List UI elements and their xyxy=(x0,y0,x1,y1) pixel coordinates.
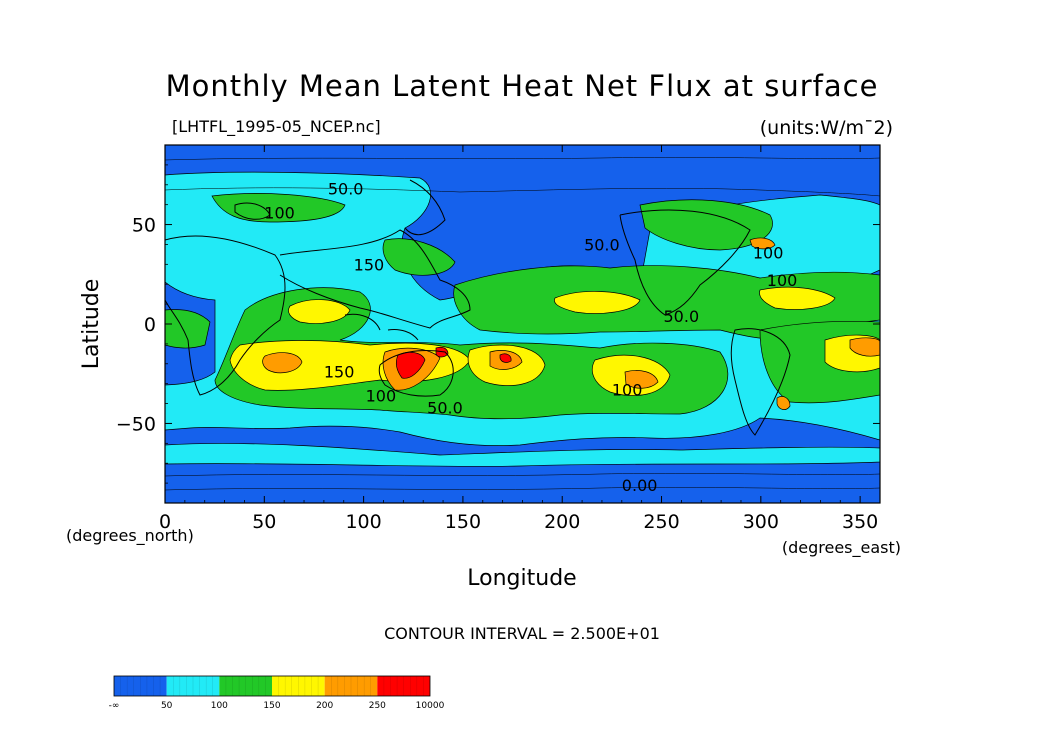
x-tick-label: 350 xyxy=(842,511,878,533)
colorbar-swatch xyxy=(219,676,272,696)
x-tick-label: 300 xyxy=(743,511,779,533)
contour-label: 50.0 xyxy=(664,307,700,326)
x-tick-label: 200 xyxy=(544,511,580,533)
colorbar-frame xyxy=(113,675,431,697)
contour-label: 150 xyxy=(324,363,355,382)
colorbar-swatch xyxy=(324,676,378,696)
contour-label: 0.00 xyxy=(622,476,658,495)
contour-label: 100 xyxy=(753,243,784,262)
contour-label-layer: 50.0 100 150 150 100 50.0 50.0 100 100 50.0 100 0.0… xyxy=(264,180,797,495)
colorbar-label: 250 xyxy=(369,701,386,711)
contour-label: 50.0 xyxy=(584,235,620,254)
flux-map: 50.0 100 150 150 100 50.0 50.0 100 100 50.0 100 0.0… xyxy=(165,145,880,503)
x-axis: 0 50 100 150 200 250 300 350 xyxy=(159,145,878,533)
y-axis-title: Latitude xyxy=(79,279,104,370)
contour-interval-note: CONTOUR INTERVAL = 2.500E+01 xyxy=(384,624,660,643)
contour-label: 50.0 xyxy=(427,399,463,418)
colorbar-swatch xyxy=(114,676,167,696)
colorbar-swatch xyxy=(166,676,220,696)
colorbar-label: 100 xyxy=(211,701,228,711)
units-label: (units:W/m¯2) xyxy=(760,117,893,139)
colorbar-label: 200 xyxy=(316,701,333,711)
colorbar-label: 50 xyxy=(161,701,173,711)
contour-label: 50.0 xyxy=(328,180,364,199)
contour-label: 100 xyxy=(366,387,397,406)
contour-label: 100 xyxy=(767,271,798,290)
x-unit-label: (degrees_east) xyxy=(782,538,901,558)
x-axis-title: Longitude xyxy=(467,566,576,591)
x-tick-label: 0 xyxy=(159,511,171,533)
x-tick-label: 50 xyxy=(252,511,276,533)
x-tick-label: 250 xyxy=(643,511,679,533)
colorbar-label: 10000 xyxy=(416,701,445,711)
colorbar-label: -∞ xyxy=(109,701,120,711)
colorbar-swatch xyxy=(272,676,325,696)
y-unit-label: (degrees_north) xyxy=(66,526,194,546)
colorbar-label: 150 xyxy=(263,701,280,711)
contour-label: 150 xyxy=(354,255,385,274)
y-tick-label: 50 xyxy=(132,215,156,237)
x-tick-label: 100 xyxy=(345,511,381,533)
y-tick-label: −50 xyxy=(116,413,156,435)
colorbar: -∞ 50 100 150 200 250 10000 xyxy=(109,675,445,711)
x-tick-label: 150 xyxy=(445,511,481,533)
chart-title: Monthly Mean Latent Heat Net Flux at sur… xyxy=(166,69,879,103)
y-axis: −50 0 50 xyxy=(116,164,880,484)
colorbar-swatch xyxy=(377,676,430,696)
y-tick-label: 0 xyxy=(144,314,156,336)
dataset-filename: [LHTFL_1995-05_NCEP.nc] xyxy=(172,117,381,137)
contour-label: 100 xyxy=(612,381,643,400)
contour-label: 100 xyxy=(264,204,295,223)
